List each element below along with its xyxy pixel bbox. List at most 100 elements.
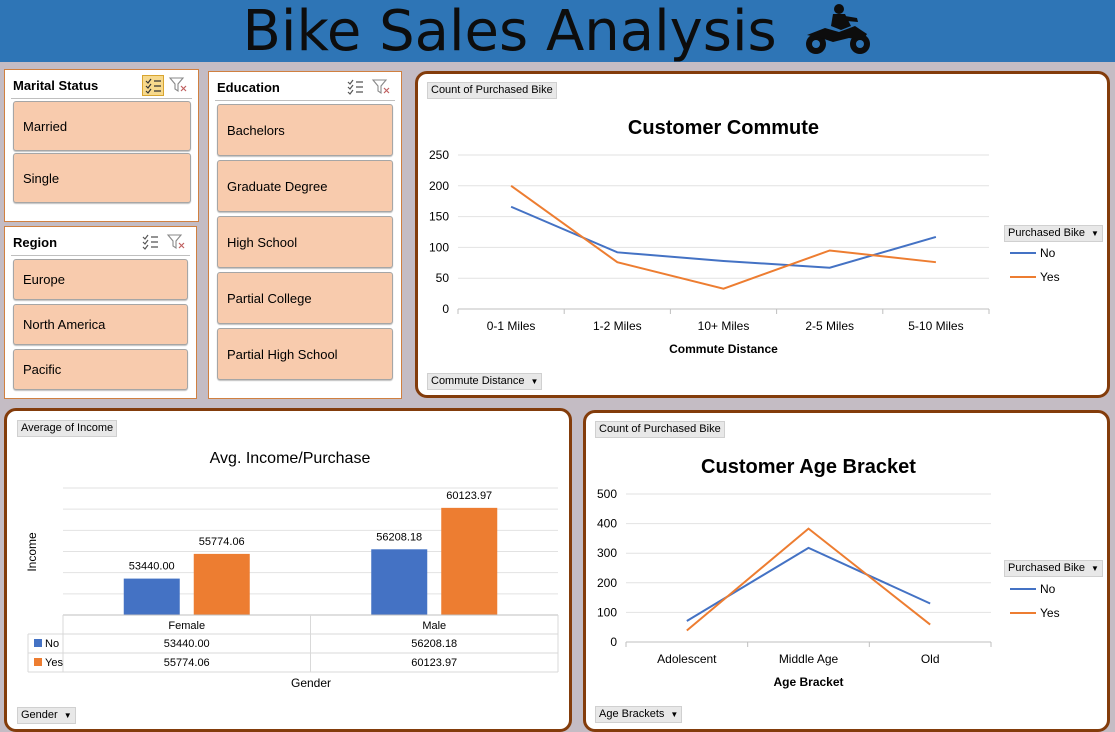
table-cell: 56208.18 — [411, 638, 457, 650]
y-tick-label: 100 — [429, 240, 449, 254]
slicer-item-europe[interactable]: Europe — [13, 259, 188, 300]
values-field-label: Count of Purchased Bike — [599, 423, 721, 435]
axis-field-button[interactable]: Commute Distance ▼ — [427, 373, 543, 390]
y-tick-label: 250 — [429, 148, 449, 162]
slicer-item-married[interactable]: Married — [13, 101, 191, 151]
avg-income-panel: Average of Income Gender ▼ Avg. Income/Pu… — [4, 408, 572, 732]
y-tick-label: 300 — [597, 546, 617, 560]
legend-label-no: No — [1040, 582, 1056, 596]
table-row-label: Yes — [45, 657, 63, 669]
dropdown-arrow-icon: ▼ — [1091, 229, 1099, 238]
series-line-no — [686, 546, 931, 622]
y-tick-label: 0 — [442, 302, 449, 316]
slicer-title: Education — [217, 80, 280, 95]
data-label: 53440.00 — [129, 561, 175, 573]
values-field-button[interactable]: Average of Income — [17, 420, 118, 437]
clear-filter-button[interactable] — [166, 232, 188, 253]
multi-select-button[interactable] — [142, 75, 164, 96]
chart-title: Customer Age Bracket — [701, 456, 916, 478]
x-axis-title: Age Bracket — [773, 675, 843, 689]
slicer-item-high-school[interactable]: High School — [217, 216, 393, 268]
multi-select-button[interactable] — [345, 77, 367, 98]
table-cell: 55774.06 — [164, 657, 210, 669]
marital-status-slicer: Marital Status Married Single — [4, 69, 199, 222]
series-line-yes — [510, 184, 937, 290]
x-tick-label: 5-10 Miles — [908, 319, 963, 333]
slicer-item-partial-high-school[interactable]: Partial High School — [217, 328, 393, 380]
legend-field-button[interactable]: Purchased Bike ▼ — [1004, 225, 1103, 242]
clear-filter-button[interactable] — [168, 75, 190, 96]
table-legend-key-yes — [34, 658, 42, 666]
slicer-item-single[interactable]: Single — [13, 153, 191, 203]
values-field-button[interactable]: Count of Purchased Bike — [595, 421, 725, 438]
values-field-label: Count of Purchased Bike — [431, 84, 553, 96]
chart-title: Avg. Income/Purchase — [210, 450, 371, 467]
dropdown-arrow-icon: ▼ — [1091, 564, 1099, 573]
slicer-item-bachelors[interactable]: Bachelors — [217, 104, 393, 156]
multi-select-button[interactable] — [140, 232, 162, 253]
customer-commute-panel: Count of Purchased Bike Commute Distance… — [415, 71, 1110, 398]
y-tick-label: 400 — [597, 517, 617, 531]
dashboard-title-text: Bike Sales Analysis — [242, 0, 777, 64]
axis-field-label: Commute Distance — [431, 375, 525, 387]
legend-label-yes: Yes — [1040, 606, 1060, 620]
axis-field-label: Gender — [21, 709, 58, 721]
education-slicer: Education Bachelors Graduate Degree High… — [208, 71, 402, 399]
customer-age-panel: Count of Purchased Bike Age Brackets ▼ Cu… — [583, 410, 1110, 732]
x-tick-label: 0-1 Miles — [487, 319, 536, 333]
bar-yes-female — [193, 553, 250, 615]
data-label: 60123.97 — [446, 490, 492, 502]
slicer-header: Education — [215, 76, 395, 101]
legend-label-yes: Yes — [1040, 270, 1060, 284]
table-row-label: No — [45, 638, 59, 650]
y-tick-label: 200 — [597, 576, 617, 590]
series-line-no — [510, 205, 937, 269]
table-legend-key-no — [34, 639, 42, 647]
x-axis-title: Gender — [291, 676, 331, 690]
axis-field-button[interactable]: Age Brackets ▼ — [595, 706, 683, 723]
multi-select-icon — [145, 78, 161, 94]
clear-filter-icon — [371, 79, 390, 95]
slicer-title: Marital Status — [13, 78, 99, 93]
dropdown-arrow-icon: ▼ — [670, 710, 679, 719]
multi-select-icon — [347, 79, 363, 95]
data-label: 56208.18 — [376, 531, 422, 543]
x-tick-label: Adolescent — [657, 652, 717, 666]
dropdown-arrow-icon: ▼ — [63, 711, 72, 720]
legend-field-label: Purchased Bike — [1008, 227, 1086, 239]
slicer-item-north-america[interactable]: North America — [13, 304, 188, 345]
x-tick-label: 10+ Miles — [698, 319, 750, 333]
values-field-label: Average of Income — [21, 422, 114, 434]
y-tick-label: 150 — [429, 210, 449, 224]
legend-label-no: No — [1040, 246, 1056, 260]
x-axis-title: Commute Distance — [669, 342, 778, 356]
slicer-item-pacific[interactable]: Pacific — [13, 349, 188, 390]
slicer-item-graduate-degree[interactable]: Graduate Degree — [217, 160, 393, 212]
slicer-item-partial-college[interactable]: Partial College — [217, 272, 393, 324]
bar-no-female — [123, 578, 180, 615]
y-axis-title: Income — [25, 532, 39, 572]
customer-commute-chart: Customer Commute 0 50 100 150 200 250 0-1 Miles… — [429, 117, 1060, 356]
y-tick-label: 100 — [597, 605, 617, 619]
values-field-button[interactable]: Count of Purchased Bike — [427, 82, 557, 99]
bar-no-male — [371, 549, 428, 615]
slicer-header: Marital Status — [11, 74, 192, 99]
motorcycle-icon — [805, 3, 870, 54]
axis-field-button[interactable]: Gender ▼ — [17, 707, 76, 724]
table-header: Male — [422, 620, 446, 632]
y-tick-label: 500 — [597, 487, 617, 501]
bar-yes-male — [441, 507, 498, 615]
region-slicer: Region Europe North America Pacific — [4, 226, 197, 399]
data-label: 55774.06 — [199, 536, 245, 548]
clear-filter-button[interactable] — [371, 77, 393, 98]
legend-field-button[interactable]: Purchased Bike ▼ — [1004, 560, 1103, 577]
table-cell: 53440.00 — [164, 638, 210, 650]
table-cell: 60123.97 — [411, 657, 457, 669]
y-tick-label: 0 — [610, 635, 617, 649]
x-tick-label: 1-2 Miles — [593, 319, 642, 333]
clear-filter-icon — [166, 234, 185, 250]
slicer-header: Region — [11, 231, 190, 256]
y-tick-label: 200 — [429, 179, 449, 193]
x-tick-label: Old — [921, 652, 940, 666]
dropdown-arrow-icon: ▼ — [530, 377, 539, 386]
